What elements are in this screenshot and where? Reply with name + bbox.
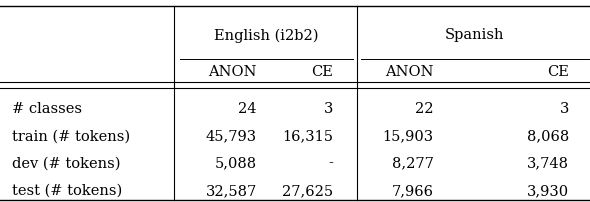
Text: 32,587: 32,587 xyxy=(205,184,257,198)
Text: 7,966: 7,966 xyxy=(392,184,434,198)
Text: CE: CE xyxy=(548,65,569,79)
Text: test (# tokens): test (# tokens) xyxy=(12,184,122,198)
Text: CE: CE xyxy=(312,65,333,79)
Text: Spanish: Spanish xyxy=(445,28,504,42)
Text: English (i2b2): English (i2b2) xyxy=(214,28,319,43)
Text: dev (# tokens): dev (# tokens) xyxy=(12,157,120,171)
Text: ANON: ANON xyxy=(385,65,434,79)
Text: -: - xyxy=(329,157,333,171)
Text: 3: 3 xyxy=(560,102,569,116)
Text: 27,625: 27,625 xyxy=(282,184,333,198)
Text: 8,068: 8,068 xyxy=(527,129,569,143)
Text: 3,930: 3,930 xyxy=(527,184,569,198)
Text: 8,277: 8,277 xyxy=(392,157,434,171)
Text: 15,903: 15,903 xyxy=(382,129,434,143)
Text: 5,088: 5,088 xyxy=(215,157,257,171)
Text: 3: 3 xyxy=(324,102,333,116)
Text: 16,315: 16,315 xyxy=(283,129,333,143)
Text: ANON: ANON xyxy=(208,65,257,79)
Text: 24: 24 xyxy=(238,102,257,116)
Text: train (# tokens): train (# tokens) xyxy=(12,129,130,143)
Text: 3,748: 3,748 xyxy=(527,157,569,171)
Text: 45,793: 45,793 xyxy=(205,129,257,143)
Text: 22: 22 xyxy=(415,102,434,116)
Text: # classes: # classes xyxy=(12,102,82,116)
